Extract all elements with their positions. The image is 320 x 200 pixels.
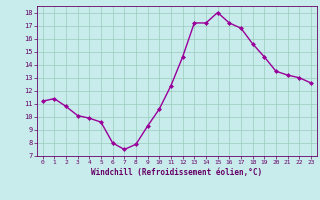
X-axis label: Windchill (Refroidissement éolien,°C): Windchill (Refroidissement éolien,°C) [91, 168, 262, 177]
